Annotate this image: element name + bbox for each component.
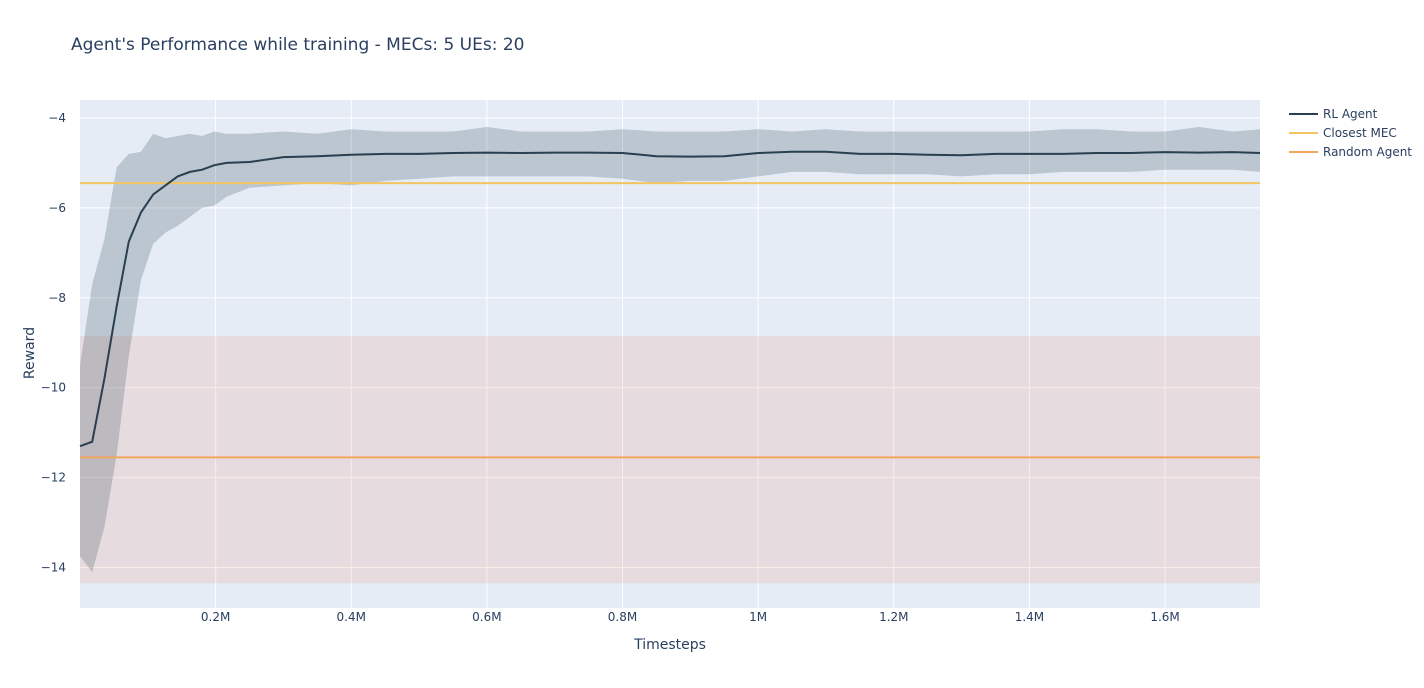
y-tick-label: −8: [48, 291, 66, 305]
y-tick-label: −14: [41, 561, 66, 575]
chart-title: Agent's Performance while training - MEC…: [71, 35, 524, 55]
x-axis-ticks: 0.2M 0.4M 0.6M 0.8M 1M 1.2M 1.4M 1.6M: [201, 610, 1180, 624]
x-axis-title: Timesteps: [633, 637, 706, 653]
y-axis-ticks: −4 −6 −8 −10 −12 −14: [41, 111, 66, 575]
rl-agent-band: [80, 127, 1260, 572]
legend-label-rl-agent[interactable]: RL Agent: [1323, 107, 1378, 121]
y-tick-label: −4: [48, 111, 66, 125]
random-agent-band: [80, 336, 1260, 584]
x-tick-label: 1.6M: [1150, 610, 1179, 624]
legend-label-random-agent[interactable]: Random Agent: [1323, 145, 1412, 159]
y-tick-label: −10: [41, 381, 66, 395]
y-tick-label: −12: [41, 471, 66, 485]
x-tick-label: 0.8M: [608, 610, 637, 624]
x-tick-label: 1.2M: [879, 610, 908, 624]
x-tick-label: 0.6M: [472, 610, 501, 624]
x-tick-label: 0.2M: [201, 610, 230, 624]
grid-lines: [80, 100, 1260, 608]
y-axis-title: Reward: [22, 327, 38, 379]
x-tick-label: 1M: [749, 610, 767, 624]
rl-agent-line: [79, 150, 1261, 448]
legend-label-closest-mec[interactable]: Closest MEC: [1323, 126, 1397, 140]
x-tick-label: 0.4M: [337, 610, 366, 624]
legend: RL Agent Closest MEC Random Agent: [1289, 107, 1412, 159]
y-tick-label: −6: [48, 201, 66, 215]
plot-background: [80, 100, 1260, 608]
x-tick-label: 1.4M: [1015, 610, 1044, 624]
